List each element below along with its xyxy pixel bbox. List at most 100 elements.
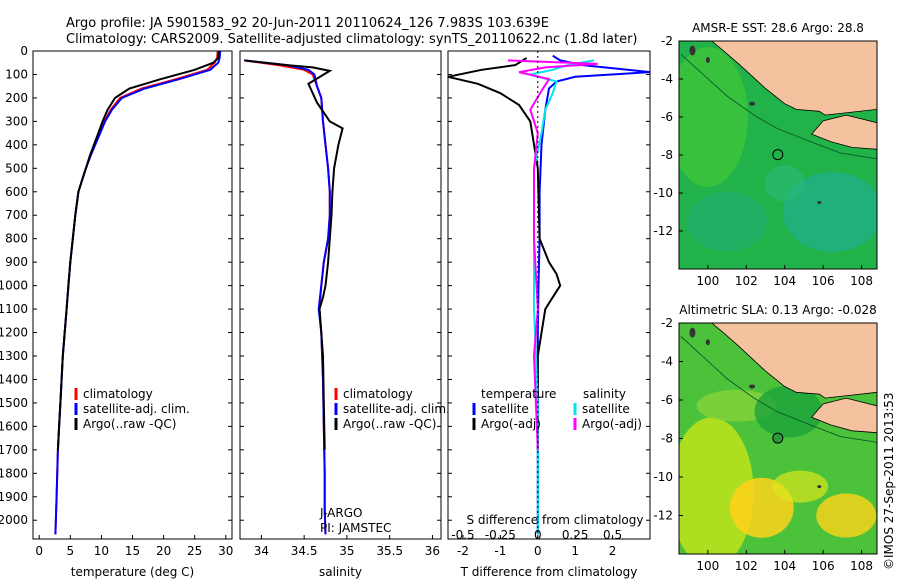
legend-label: satellite-adj. clim. (343, 402, 450, 416)
y-tick-label: 500 (5, 161, 28, 175)
series-line-satellite-adj-clim- (244, 59, 331, 535)
legend-label: climatology (343, 387, 413, 401)
legend-label: Argo(..raw -QC) (343, 417, 436, 431)
x-tick-label: 36 (425, 544, 440, 558)
y-tick-label: 1900 (0, 490, 28, 504)
y-tick-label: -4 (661, 355, 673, 369)
x-tick-label: 106 (812, 559, 835, 573)
y-tick-label: 1000 (0, 279, 28, 293)
cool-patch (687, 191, 768, 252)
series-line-s-satellite (530, 59, 595, 535)
x-tick-label: 35 (339, 544, 354, 558)
legend-label: satellite (481, 402, 529, 416)
legend-label: satellite (582, 402, 630, 416)
legend-label: climatology (83, 387, 153, 401)
island (689, 45, 696, 56)
y-tick-label: 100 (5, 67, 28, 81)
cool-patch (764, 165, 805, 202)
s-tick-label: -0.5 (451, 528, 474, 542)
y-tick-label: 700 (5, 208, 28, 222)
island (705, 57, 710, 63)
x-tick-label: 34 (254, 544, 269, 558)
y-tick-label: 1500 (0, 396, 28, 410)
y-tick-label: 400 (5, 138, 28, 152)
x-tick-label: 100 (696, 274, 719, 288)
panel-difference: -2 -1 0 1 2 T difference from climatology S di… (447, 50, 651, 579)
map-title: AMSR-E SST: 28.6 Argo: 28.8 (692, 21, 864, 35)
x-axis-label: temperature (deg C) (71, 565, 194, 579)
y-tick-label: 300 (5, 114, 28, 128)
map-field (679, 41, 877, 269)
x-tick-label: 2 (609, 544, 617, 558)
y-tick-label: -2 (661, 34, 673, 48)
plot-frame (32, 50, 233, 540)
plot-frame (239, 50, 442, 540)
y-tick-label: 1700 (0, 443, 28, 457)
imos-credit: ©IMOS 27-Sep-2011 2013:53 (882, 392, 896, 570)
series-line-climatology (54, 50, 219, 535)
island (817, 485, 822, 489)
y-tick-label: 1100 (0, 302, 28, 316)
x-tick-label: 34.5 (291, 544, 318, 558)
y-tick-label: -4 (661, 72, 673, 86)
x-tick-label: 25 (187, 544, 202, 558)
s-tick-label: -0.25 (485, 528, 516, 542)
x-tick-label: 0 (35, 544, 43, 558)
land-java (810, 397, 877, 434)
y-tick-label: 1400 (0, 372, 28, 386)
warm-patch (679, 47, 748, 187)
bathymetry-contour (680, 336, 877, 443)
island (689, 327, 696, 338)
y-tick-label: 900 (5, 255, 28, 269)
low-sla-patch (754, 385, 823, 438)
land-sumatra (692, 41, 877, 116)
annotation-line: PI: JAMSTEC (320, 521, 391, 535)
x-tick-label: 1 (571, 544, 579, 558)
high-sla-patch (816, 493, 877, 538)
y-tick-label: 1800 (0, 466, 28, 480)
annotation-line: J-ARGO (319, 506, 362, 520)
y-tick-label: 1600 (0, 419, 28, 433)
x-tick-label: 10 (94, 544, 109, 558)
x-tick-label: 35.5 (376, 544, 403, 558)
plot-frame (447, 50, 651, 540)
high-sla-patch (772, 470, 829, 503)
argo-position-marker (772, 149, 784, 161)
series-line-argo-raw-qc- (244, 59, 344, 450)
argo-position-marker (772, 432, 784, 444)
x-tick-label: 104 (773, 559, 796, 573)
legend-title: temperature (481, 387, 556, 401)
island (749, 384, 756, 389)
map-title: Altimetric SLA: 0.13 Argo: -0.028 (679, 303, 876, 317)
legend-label: satellite-adj. clim. (83, 402, 190, 416)
x-tick-label: 20 (156, 544, 171, 558)
y-tick-label: 2000 (0, 513, 28, 527)
panel-salinity: 34 34.5 35 35.5 36 salinity (239, 50, 442, 579)
y-tick-label: 1200 (0, 326, 28, 340)
x-tick-label: 15 (125, 544, 140, 558)
y-tick-label: 1300 (0, 349, 28, 363)
panel-map_sst: 100 102 104 106 108 -2 -4 -6 -8 -10 -12 AMSR-E SST:… (653, 21, 878, 288)
legend-label: Argo(-adj) (481, 417, 541, 431)
series-line-s-argo-adj- (507, 59, 598, 450)
x-tick-label: 5 (66, 544, 74, 558)
panel-temperature: 0 5 10 15 20 25 300100200300400500600700800900… (0, 44, 233, 579)
legend-difference: temperature salinitysatelliteArgo(-adj)sa… (472, 387, 642, 431)
y-tick-label: -8 (661, 148, 673, 162)
x-tick-label: 102 (735, 274, 758, 288)
legend-title: salinity (583, 387, 626, 401)
x-tick-label: 104 (773, 274, 796, 288)
bathymetry-contour (680, 53, 877, 160)
y-tick-label: -12 (653, 509, 673, 523)
x-tick-label: 102 (735, 559, 758, 573)
series-line-t-argo-adj- (447, 57, 562, 450)
x-axis-label: salinity (319, 565, 362, 579)
y-tick-label: -2 (661, 316, 673, 330)
figure-title-line1: Argo profile: JA 5901583_92 20-Jun-2011 … (66, 16, 549, 31)
cool-patch (782, 172, 877, 252)
figure-title-line2: Climatology: CARS2009. Satellite-adjuste… (66, 32, 638, 47)
y-tick-label: 0 (20, 44, 28, 58)
